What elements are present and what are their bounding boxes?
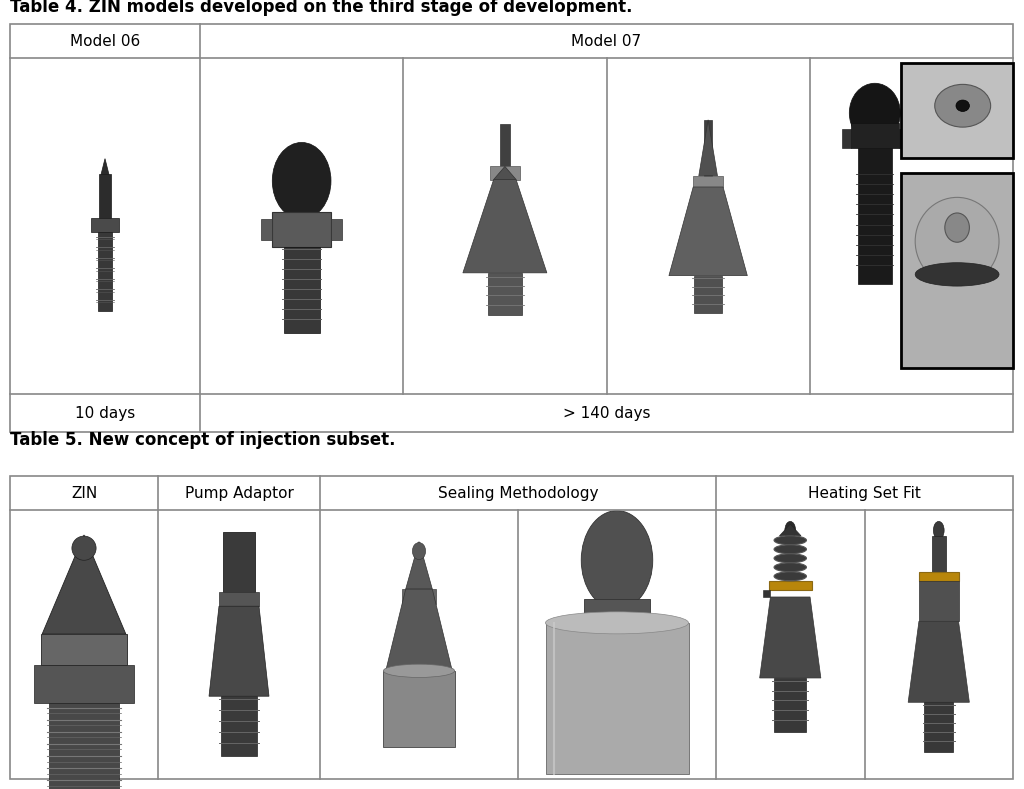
Ellipse shape (945, 213, 970, 242)
Bar (10, 476, 1013, 779)
Ellipse shape (774, 544, 807, 554)
Polygon shape (760, 597, 821, 678)
Bar (763, 590, 770, 597)
Polygon shape (386, 589, 453, 671)
Text: Heating Set Fit: Heating Set Fit (808, 485, 921, 500)
Bar (693, 176, 723, 187)
Bar (99, 174, 112, 218)
Polygon shape (209, 606, 269, 696)
Bar (546, 623, 688, 774)
Ellipse shape (935, 84, 990, 127)
Ellipse shape (272, 143, 331, 219)
Ellipse shape (774, 554, 807, 563)
Text: Table 5. New concept of injection subset.: Table 5. New concept of injection subset… (10, 431, 395, 449)
Polygon shape (463, 180, 547, 273)
Polygon shape (100, 159, 110, 176)
Bar (91, 218, 119, 232)
Bar (35, 665, 133, 703)
Bar (925, 702, 953, 752)
Bar (899, 129, 907, 148)
Polygon shape (669, 187, 748, 275)
Polygon shape (406, 541, 432, 589)
Bar (488, 273, 521, 315)
Bar (705, 120, 712, 176)
Ellipse shape (774, 572, 807, 581)
Bar (98, 232, 112, 311)
Ellipse shape (933, 522, 944, 540)
Ellipse shape (915, 197, 999, 285)
Bar (261, 219, 272, 240)
Bar (919, 572, 958, 581)
Bar (932, 536, 946, 572)
Ellipse shape (546, 611, 688, 634)
Bar (858, 148, 892, 284)
Polygon shape (494, 166, 516, 180)
Text: Sealing Methodology: Sealing Methodology (437, 485, 598, 500)
Ellipse shape (582, 510, 652, 610)
Bar (41, 634, 127, 665)
Bar (49, 703, 119, 789)
Ellipse shape (774, 563, 807, 572)
Bar (331, 219, 342, 240)
Bar (489, 166, 520, 180)
Bar (219, 593, 259, 606)
Text: Model 06: Model 06 (70, 33, 140, 48)
Polygon shape (42, 535, 126, 634)
Text: Table 4. ZIN models developed on the third stage of development.: Table 4. ZIN models developed on the thi… (10, 0, 633, 16)
Bar (774, 678, 807, 732)
Bar (584, 599, 650, 623)
Text: > 140 days: > 140 days (563, 406, 650, 421)
Polygon shape (779, 524, 801, 536)
Bar (851, 122, 899, 148)
Text: Pump Adaptor: Pump Adaptor (184, 485, 294, 500)
Bar (383, 671, 455, 747)
Polygon shape (698, 120, 718, 176)
FancyBboxPatch shape (272, 212, 331, 247)
Bar (500, 125, 510, 166)
Ellipse shape (383, 664, 455, 678)
Bar (769, 581, 812, 590)
Bar (401, 589, 436, 604)
Bar (223, 533, 255, 593)
Bar (901, 63, 1013, 158)
Ellipse shape (774, 536, 807, 544)
Ellipse shape (956, 100, 970, 111)
Ellipse shape (849, 84, 900, 143)
Bar (901, 173, 1013, 368)
Ellipse shape (72, 536, 96, 560)
Bar (843, 129, 851, 148)
Bar (221, 696, 257, 756)
Ellipse shape (784, 522, 796, 540)
Text: Model 07: Model 07 (571, 33, 642, 48)
Ellipse shape (915, 263, 999, 286)
Bar (919, 581, 958, 621)
Text: 10 days: 10 days (75, 406, 135, 421)
Bar (694, 275, 722, 313)
Polygon shape (908, 621, 970, 702)
Bar (10, 24, 1013, 432)
Ellipse shape (413, 543, 426, 559)
Bar (284, 247, 319, 333)
Text: ZIN: ZIN (71, 485, 97, 500)
